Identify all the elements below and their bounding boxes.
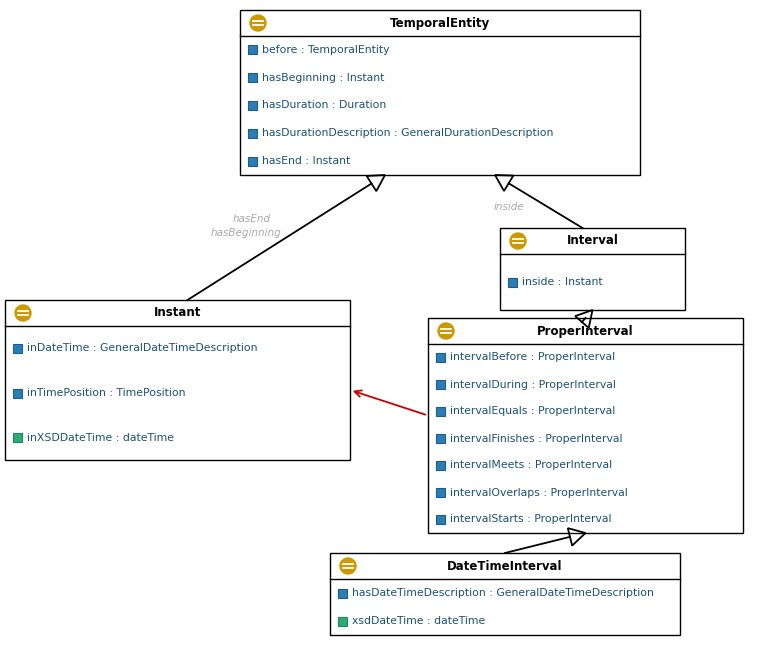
Circle shape xyxy=(340,558,356,574)
Bar xyxy=(13,344,22,353)
Text: Interval: Interval xyxy=(566,235,618,248)
Bar xyxy=(508,277,517,286)
Text: TemporalEntity: TemporalEntity xyxy=(390,17,490,30)
Text: hasEnd: hasEnd xyxy=(233,215,271,224)
Bar xyxy=(436,380,445,389)
Bar xyxy=(428,318,743,533)
Bar xyxy=(436,461,445,470)
Text: Instant: Instant xyxy=(154,306,201,319)
Bar xyxy=(500,228,685,310)
Text: inside: inside xyxy=(494,201,524,212)
Bar xyxy=(248,101,257,110)
Bar xyxy=(240,10,640,175)
Text: inDateTime : GeneralDateTimeDescription: inDateTime : GeneralDateTimeDescription xyxy=(27,343,257,353)
Text: ProperInterval: ProperInterval xyxy=(537,324,634,337)
Text: intervalOverlaps : ProperInterval: intervalOverlaps : ProperInterval xyxy=(450,488,628,497)
Text: hasBeginning : Instant: hasBeginning : Instant xyxy=(262,73,385,83)
Text: intervalMeets : ProperInterval: intervalMeets : ProperInterval xyxy=(450,461,612,470)
Bar xyxy=(248,73,257,82)
Text: DateTimeInterval: DateTimeInterval xyxy=(447,559,562,573)
Text: hasBeginning: hasBeginning xyxy=(210,228,282,237)
Text: intervalStarts : ProperInterval: intervalStarts : ProperInterval xyxy=(450,515,612,524)
Text: hasDurationDescription : GeneralDurationDescription: hasDurationDescription : GeneralDuration… xyxy=(262,128,553,138)
Bar xyxy=(436,407,445,416)
Circle shape xyxy=(250,15,266,31)
Bar xyxy=(436,434,445,443)
Bar xyxy=(13,388,22,397)
Circle shape xyxy=(438,323,454,339)
Bar xyxy=(436,515,445,524)
Bar xyxy=(248,129,257,138)
Text: inside : Instant: inside : Instant xyxy=(522,277,603,287)
Text: xsdDateTime : dateTime: xsdDateTime : dateTime xyxy=(352,616,485,626)
Circle shape xyxy=(15,305,31,321)
Text: hasDuration : Duration: hasDuration : Duration xyxy=(262,101,386,110)
Text: intervalDuring : ProperInterval: intervalDuring : ProperInterval xyxy=(450,379,616,390)
Bar xyxy=(338,617,347,626)
Bar xyxy=(436,353,445,362)
Text: before : TemporalEntity: before : TemporalEntity xyxy=(262,45,390,55)
Text: hasDateTimeDescription : GeneralDateTimeDescription: hasDateTimeDescription : GeneralDateTime… xyxy=(352,588,654,598)
Text: intervalFinishes : ProperInterval: intervalFinishes : ProperInterval xyxy=(450,433,622,444)
Bar xyxy=(436,488,445,497)
Text: intervalBefore : ProperInterval: intervalBefore : ProperInterval xyxy=(450,353,615,362)
Text: hasEnd : Instant: hasEnd : Instant xyxy=(262,156,350,166)
Bar xyxy=(13,433,22,442)
Bar xyxy=(5,300,350,460)
Circle shape xyxy=(510,233,526,249)
Text: inTimePosition : TimePosition: inTimePosition : TimePosition xyxy=(27,388,185,398)
Bar xyxy=(338,588,347,597)
Bar xyxy=(330,553,680,635)
Text: inXSDDateTime : dateTime: inXSDDateTime : dateTime xyxy=(27,433,174,442)
Bar xyxy=(248,45,257,54)
Text: intervalEquals : ProperInterval: intervalEquals : ProperInterval xyxy=(450,406,615,417)
Bar xyxy=(248,157,257,166)
